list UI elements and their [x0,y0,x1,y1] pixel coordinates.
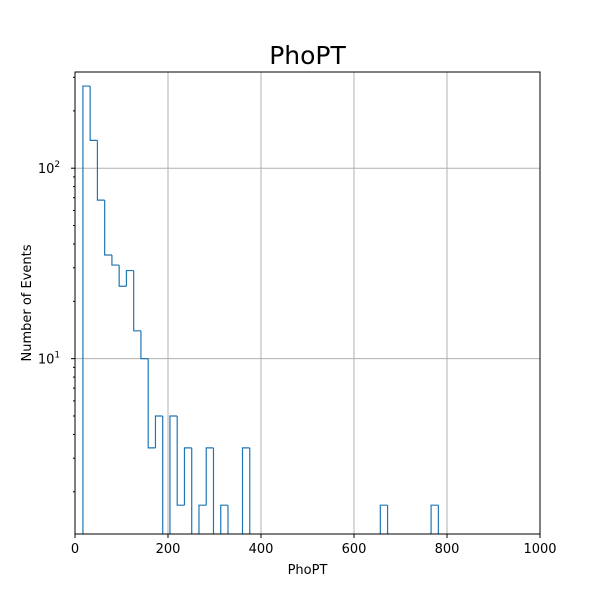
histogram-bin [89,86,98,141]
histogram-bin [154,415,163,448]
x-tick-label: 0 [71,542,79,557]
x-tick-label: 600 [342,542,367,557]
histogram-bins [82,85,439,534]
chart-title: PhoPT [269,41,346,70]
histogram-bin [162,415,164,534]
histogram-bin [111,255,120,266]
x-axis-label: PhoPT [288,563,328,578]
y-tick-label: 101 [38,351,60,368]
histogram-bin [227,505,229,534]
histogram-bin [379,504,388,534]
histogram-bin [140,330,149,360]
x-tick-label: 800 [435,542,460,557]
histogram-bin [249,447,251,534]
x-tick-label: 200 [156,542,181,557]
histogram-bin [198,504,207,534]
y-tick-label: 102 [38,160,60,177]
histogram-bin [191,447,193,534]
histogram-bin [241,447,250,534]
histogram-bin [176,415,185,506]
histogram-bin [133,270,141,332]
histogram-bin [118,265,127,287]
plot-frame [74,71,541,535]
grid-lines [75,72,540,534]
axis-ticks: 0 200 400 600 800 1000 101 102 [38,76,557,557]
histogram-bin [212,447,215,534]
histogram-bin [82,85,91,534]
histogram-bin [205,447,214,506]
x-tick-label: 1000 [523,542,556,557]
x-tick-label: 400 [249,542,274,557]
histogram-bin [430,504,439,534]
histogram-bin [147,358,156,449]
y-axis-label: Number of Events [20,244,35,361]
histogram-bin [169,415,178,534]
histogram-bin [96,140,105,201]
histogram-bin [220,504,228,534]
histogram-bin [125,269,134,287]
histogram-bin [183,447,192,506]
histogram-bin [104,200,112,256]
histogram-bin [386,505,389,534]
